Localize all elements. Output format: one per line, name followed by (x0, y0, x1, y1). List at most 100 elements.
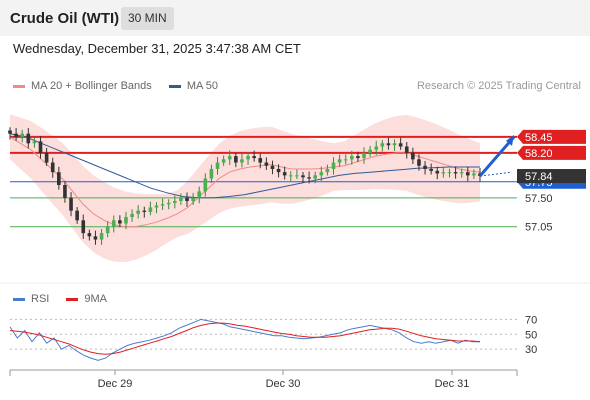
candle-body (197, 191, 202, 198)
candle-body (185, 197, 189, 202)
x-tick-label: Dec 31 (435, 378, 470, 390)
candle-body (411, 152, 415, 160)
candle-body (350, 156, 354, 160)
candle-body (404, 146, 409, 153)
candle-body (38, 141, 43, 153)
candle-body (93, 236, 98, 240)
rsi-tick-50: 50 (525, 329, 537, 341)
level-tag-bg (517, 145, 586, 160)
candle-body (99, 233, 104, 240)
legend-item-ma20: MA 20 + Bollinger Bands (13, 80, 152, 92)
candle-body (270, 165, 275, 169)
candle-body (32, 141, 37, 144)
level-tag-text: 58.20 (525, 148, 553, 160)
candle-body (258, 158, 263, 163)
candle-body (111, 220, 116, 227)
candle-body (398, 143, 403, 147)
candle-body (63, 185, 67, 198)
x-tick-label: Dec 29 (98, 378, 133, 390)
candle-body (154, 205, 159, 208)
candle-body (301, 175, 305, 178)
candle-body (459, 172, 464, 174)
level-tag-58.45: 58.45 (517, 129, 586, 144)
candle-body (240, 159, 244, 163)
rsi-tick-30: 30 (525, 344, 537, 356)
candle-body (337, 159, 342, 163)
candle-body (191, 197, 195, 202)
current-price-tag (517, 169, 586, 184)
candle-body (465, 172, 470, 176)
candle-body (435, 170, 440, 174)
candle-body (57, 172, 61, 185)
level-tag-bg (517, 129, 586, 144)
candle-body (26, 133, 31, 144)
datetime-label: Wednesday, December 31, 2025 3:47:38 AM … (13, 41, 301, 56)
candle-body (447, 172, 452, 174)
candle-body (136, 210, 140, 214)
candle-body (246, 156, 250, 160)
candle-body (392, 143, 397, 146)
level-tag-text: 58.45 (525, 132, 553, 144)
timeframe-button[interactable]: 30 MIN (121, 7, 174, 30)
current-price-label: 57.84 (525, 171, 553, 183)
candle-body (166, 202, 171, 205)
ma9-swatch (66, 297, 79, 301)
candle-body (319, 172, 324, 176)
level-tag-58.20: 58.20 (517, 145, 586, 160)
candle-body (362, 152, 366, 159)
rsi-line (9, 318, 480, 361)
ma20-line (9, 136, 481, 228)
candle-body (124, 217, 128, 224)
candle-body (221, 159, 226, 163)
candle-body (356, 156, 360, 159)
candle-body (215, 162, 220, 169)
candle-body (75, 210, 79, 221)
candle-body (252, 156, 256, 159)
rsi-tick-70: 70 (525, 314, 537, 326)
header-bar: Crude Oil (WTI) 30 MIN (0, 0, 590, 36)
candle-body (14, 133, 18, 137)
ma50-line (9, 133, 480, 199)
candle-body (343, 159, 348, 161)
candle-body (130, 213, 134, 218)
candle-body (276, 168, 281, 173)
ma20-swatch (13, 84, 25, 88)
candle-body (8, 130, 12, 134)
candle-body (227, 156, 232, 160)
candle-body (295, 175, 299, 177)
candle-body (417, 159, 421, 166)
rsi-legend: RSI 9MA (13, 293, 121, 305)
level-label-57.50: 57.50 (525, 193, 553, 205)
candle-body (69, 197, 73, 211)
rsi-panel: 70 50 30 (9, 314, 537, 361)
candle-body (44, 152, 49, 163)
candle-body (423, 165, 427, 169)
candle-body (234, 156, 238, 163)
candle-body (50, 162, 55, 173)
candle-body (105, 226, 110, 234)
legend-label-9ma: 9MA (84, 293, 108, 305)
forecast-arrow-line (478, 135, 516, 178)
candle-body (87, 233, 92, 237)
candle-body (331, 162, 336, 169)
candle-body (429, 168, 433, 171)
candle-body (307, 177, 311, 179)
candle-body (325, 168, 330, 173)
candle-body (20, 133, 25, 137)
bollinger-band (10, 114, 480, 263)
candle-body (313, 175, 318, 179)
price-legend: MA 20 + Bollinger Bands MA 50 (13, 80, 232, 92)
legend-item-rsi: RSI (13, 293, 49, 305)
candle-body (368, 149, 372, 153)
legend-label-ma20: MA 20 + Bollinger Bands (31, 80, 152, 92)
candle-body (472, 173, 476, 176)
candle-body (142, 210, 147, 212)
x-tick-label: Dec 30 (266, 378, 301, 390)
candle-body (81, 220, 86, 234)
candle-body (118, 220, 122, 224)
candle-body (282, 172, 287, 176)
x-axis: Dec 29 Dec 30 Dec 31 (9, 369, 518, 390)
legend-item-ma50: MA 50 (168, 80, 218, 92)
